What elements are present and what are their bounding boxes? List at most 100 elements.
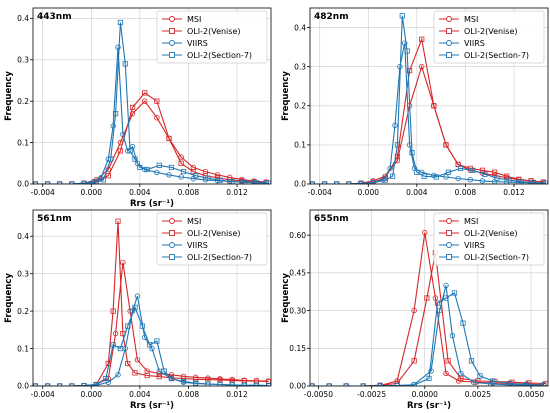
legend-entry: OLI-2(Section-7): [187, 253, 252, 262]
data-point: [180, 378, 187, 385]
data-point: [467, 176, 473, 183]
data-point: [144, 166, 150, 173]
data-point: [445, 169, 452, 175]
panel-label: 482nm: [314, 12, 349, 22]
legend-marker: [446, 242, 452, 248]
x-tick-label: 0.012: [226, 390, 248, 399]
data-point: [479, 178, 486, 184]
y-tick-label: 0.2: [17, 97, 29, 106]
legend-marker: [169, 52, 175, 58]
y-tick-label: 0.60: [289, 231, 306, 240]
data-point: [129, 104, 136, 110]
data-point: [180, 375, 187, 382]
panel-label: 443nm: [37, 12, 72, 22]
data-point: [455, 175, 461, 182]
panel-label: 655nm: [314, 214, 349, 224]
data-point: [178, 154, 184, 160]
y-tick-label: 0.15: [289, 344, 306, 353]
data-point: [491, 169, 498, 175]
data-point: [411, 307, 417, 314]
data-point: [482, 171, 488, 177]
series-VIIRS: [33, 293, 271, 386]
y-tick-label: 0.1: [17, 138, 29, 147]
data-point: [129, 110, 136, 117]
data-point: [81, 180, 87, 184]
data-point: [460, 320, 466, 326]
data-point: [399, 13, 405, 19]
data-point: [110, 308, 116, 314]
data-point: [494, 175, 500, 181]
data-point: [168, 372, 175, 378]
y-tick-label: 0.0: [294, 180, 306, 189]
x-tick-label: -0.004: [308, 188, 332, 197]
data-point: [154, 338, 160, 344]
legend-entry: OLI-2(Section-7): [464, 253, 529, 262]
data-point: [445, 358, 451, 364]
y-axis-label: Frequency: [281, 71, 291, 121]
x-tick-label: 0.012: [226, 188, 248, 197]
data-point: [93, 381, 99, 386]
data-point: [477, 373, 483, 379]
legend-marker: [446, 254, 452, 260]
data-point: [156, 162, 162, 168]
series-MSI: [310, 63, 546, 184]
data-point: [411, 358, 417, 364]
legend-entry: OLI-2(Venise): [464, 27, 518, 36]
data-point: [154, 98, 160, 104]
data-point: [142, 98, 148, 104]
data-point: [166, 172, 172, 178]
x-tick-label: -0.0025: [357, 390, 386, 399]
data-point: [389, 173, 396, 179]
data-point: [402, 40, 408, 46]
legend-marker: [169, 242, 175, 248]
data-point: [443, 142, 449, 148]
data-point: [382, 177, 388, 183]
y-tick-label: 0.2: [294, 101, 306, 110]
data-point: [120, 259, 126, 266]
chart-panel-561nm: -0.004 0.000 0.004 0.008 0.012 0.0 0.1 0.2 0.3 0.…: [4, 209, 272, 411]
series-OLI-2(Venise): [310, 250, 548, 386]
data-point: [44, 181, 51, 184]
data-point: [419, 63, 425, 70]
y-axis-label: Frequency: [4, 71, 14, 121]
data-point: [334, 181, 340, 184]
data-point: [168, 375, 175, 382]
data-point: [154, 115, 160, 121]
data-point: [110, 342, 116, 348]
data-point: [409, 150, 415, 156]
legend-entry: OLI-2(Section-7): [464, 51, 529, 60]
y-tick-label: 0.00: [289, 382, 306, 391]
data-point: [394, 142, 401, 148]
plot-frame: [309, 7, 549, 185]
data-point: [457, 165, 464, 171]
x-tick-label: 0.008: [455, 188, 477, 197]
x-tick-label: -0.004: [31, 390, 55, 399]
x-tick-label: 0.0050: [518, 390, 544, 399]
data-point: [490, 378, 496, 384]
data-point: [120, 131, 126, 138]
data-point: [193, 380, 199, 386]
data-point: [137, 164, 143, 171]
y-tick-label: 0.0: [17, 382, 29, 391]
legend-entry: MSI: [187, 15, 201, 24]
y-tick-label: 0.2: [17, 307, 29, 316]
data-point: [217, 177, 223, 183]
x-tick-label: 0.012: [503, 188, 525, 197]
data-point: [524, 381, 530, 386]
y-axis-label: Frequency: [4, 273, 14, 323]
data-point: [541, 382, 547, 386]
series-line: [312, 232, 544, 386]
data-point: [370, 180, 376, 184]
series-MSI: [33, 259, 271, 386]
data-point: [431, 103, 437, 109]
data-point: [132, 370, 138, 376]
data-point: [134, 357, 141, 363]
legend-entry: OLI-2(Section-7): [187, 51, 252, 60]
data-point: [166, 135, 172, 142]
legend: MSI OLI-2(Venise) VIIRS OLI-2(Section-7): [433, 212, 545, 266]
data-point: [414, 169, 420, 175]
data-point: [321, 181, 328, 184]
data-point: [117, 19, 124, 26]
data-point: [132, 304, 138, 310]
